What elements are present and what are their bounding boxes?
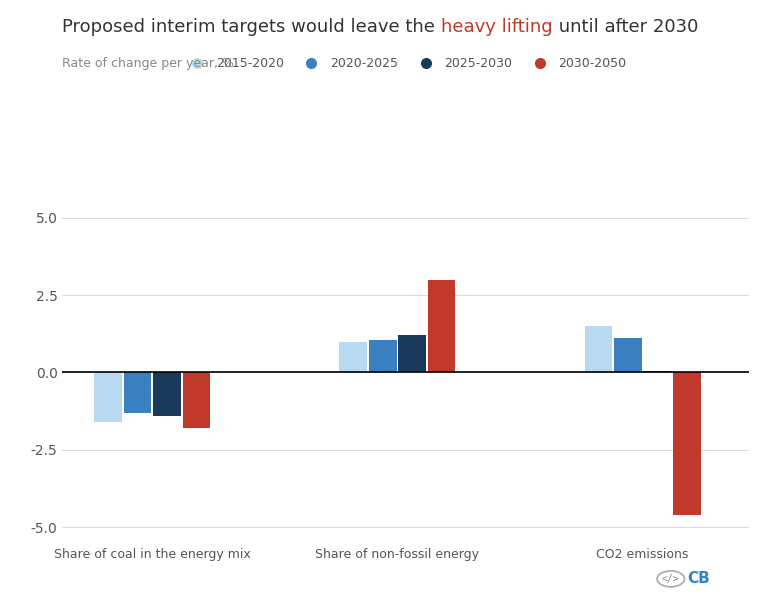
- Text: CB: CB: [687, 572, 711, 586]
- Bar: [644, 371, 671, 373]
- Bar: [339, 341, 367, 373]
- Bar: [124, 373, 151, 412]
- Text: heavy lifting: heavy lifting: [441, 18, 553, 36]
- Bar: [584, 326, 612, 373]
- Bar: [399, 335, 426, 373]
- Bar: [614, 338, 642, 373]
- Text: Rate of change per year, %: Rate of change per year, %: [62, 57, 235, 71]
- Bar: [427, 280, 456, 373]
- Legend: 2015-2020, 2020-2025, 2025-2030, 2030-2050: 2015-2020, 2020-2025, 2025-2030, 2030-20…: [179, 52, 632, 75]
- Bar: [673, 373, 700, 515]
- Bar: [369, 340, 396, 373]
- Text: Proposed interim targets would leave the: Proposed interim targets would leave the: [62, 18, 441, 36]
- Text: until after 2030: until after 2030: [553, 18, 698, 36]
- Text: </>: </>: [662, 574, 679, 584]
- Bar: [94, 373, 122, 422]
- Bar: [183, 373, 211, 428]
- Bar: [153, 373, 181, 416]
